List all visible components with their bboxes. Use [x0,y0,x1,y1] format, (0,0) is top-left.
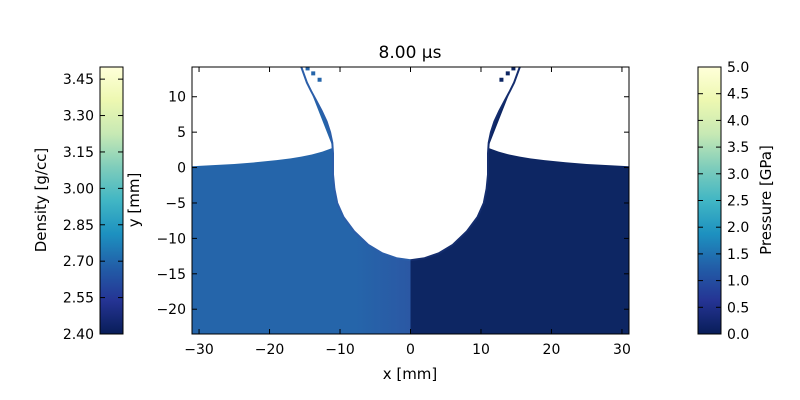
colorbar-density-fill [100,67,123,334]
x-tick-label: −10 [325,342,355,358]
plot-area: −30 −20 −10 0 10 20 30 10 5 0 −5 −10 −15 −20 8.00 μs… [125,43,631,383]
ejecta-dot-left-0 [305,67,310,71]
pressure-field-right-half [410,67,629,334]
colorbar-tick-label: 0.0 [727,327,749,343]
colorbar-tick-label: 4.5 [727,87,749,103]
y-tick-label: −5 [165,196,186,212]
colorbar-tick-label: 2.5 [727,194,749,210]
ejecta-points [305,67,516,82]
y-tick-label: −15 [156,267,186,283]
colorbar-pressure-label: Pressure [GPa] [757,145,775,255]
colorbar-density-frame [99,66,124,335]
ejecta-dot-left-2 [317,77,322,82]
colorbar-tick-label: 3.0 [727,167,749,183]
colorbar-pressure-ticks: 0.0 0.5 1.0 1.5 2.0 2.5 3.0 3.5 4.0 4.5 5.0 [698,60,749,343]
x-tick-label: −20 [255,342,285,358]
ejecta-dot-right-1 [505,71,510,76]
x-tick-label: 0 [406,342,415,358]
colorbar-tick-label: 2.0 [727,220,749,236]
density-field-left-half [192,67,411,334]
ejecta-dot-right-2 [499,77,504,82]
y-axis-label: y [mm] [125,173,143,228]
crater-edge-right [410,67,521,262]
colorbar-pressure-fill [698,67,721,334]
chart-title: 8.00 μs [379,43,442,63]
x-tick-label: 10 [472,342,490,358]
colorbar-tick-label: 3.45 [63,72,94,88]
x-tick-label: 20 [543,342,561,358]
ejecta-dot-right-0 [511,67,516,71]
colorbar-tick-label: 0.5 [727,300,749,316]
y-tick-label: 10 [168,90,186,106]
y-tick-label: 0 [177,161,186,177]
x-axis-label: x [mm] [383,365,438,383]
y-tick-label: −20 [156,302,186,318]
colorbar-density-ticks: 2.40 2.55 2.70 2.85 3.00 3.15 3.30 3.45 [63,72,123,343]
colorbar-tick-label: 3.00 [63,181,94,197]
colorbar-tick-label: 3.30 [63,109,94,125]
colorbar-pressure: 0.0 0.5 1.0 1.5 2.0 2.5 3.0 3.5 4.0 4.5 5.0 Pressu… [697,60,775,343]
x-axis-ticks: −30 −20 −10 0 10 20 30 [184,67,631,358]
y-tick-label: 5 [177,125,186,141]
colorbar-tick-label: 1.5 [727,247,749,263]
colorbar-density: 2.40 2.55 2.70 2.85 3.00 3.15 3.30 3.45 Density… [32,66,124,343]
colorbar-tick-label: 3.15 [63,145,94,161]
colorbar-tick-label: 2.55 [63,291,94,307]
colorbar-tick-label: 2.70 [63,254,94,270]
ejecta-dot-left-1 [311,71,316,76]
colorbar-tick-label: 2.85 [63,218,94,234]
colorbar-tick-label: 4.0 [727,113,749,129]
x-tick-label: −30 [184,342,214,358]
colorbar-tick-label: 3.5 [727,140,749,156]
x-tick-label: 30 [613,342,631,358]
colorbar-density-label: Density [g/cc] [32,148,50,253]
colorbar-tick-label: 1.0 [727,274,749,290]
colorbar-tick-label: 5.0 [727,60,749,76]
colorbar-tick-label: 2.40 [63,327,94,343]
y-tick-label: −10 [156,231,186,247]
crater-edge-left [300,67,411,262]
y-axis-ticks: 10 5 0 −5 −10 −15 −20 [156,90,629,318]
